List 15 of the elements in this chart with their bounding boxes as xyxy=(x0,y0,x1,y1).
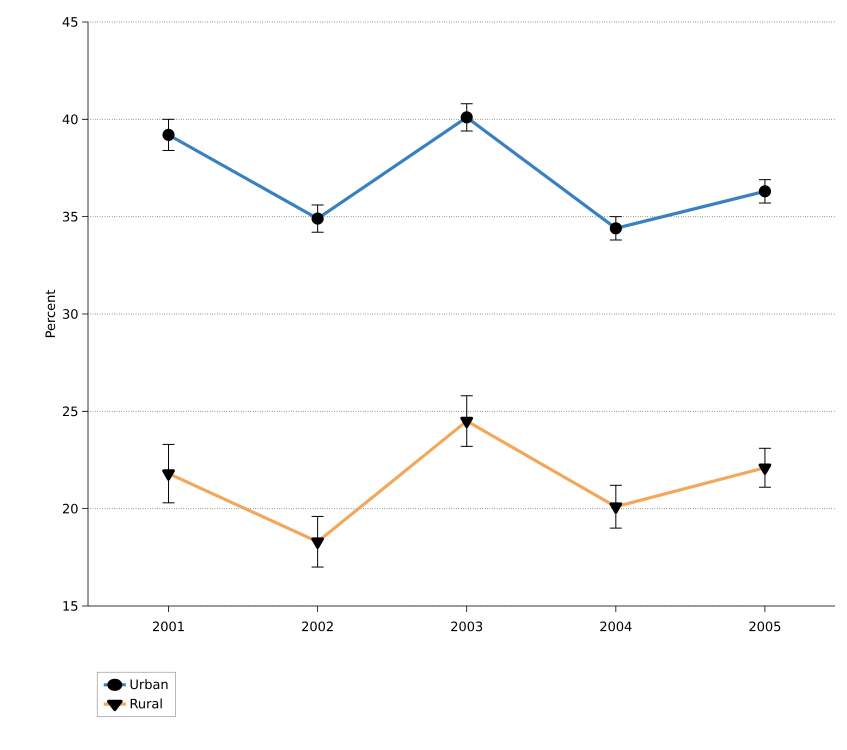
legend-label: Urban xyxy=(130,679,168,690)
legend-label: Rural xyxy=(130,698,162,708)
y-tick-label: 45 xyxy=(62,17,78,27)
x-tick-label: 2003 xyxy=(451,622,482,632)
y-tick-label: 30 xyxy=(62,309,78,319)
y-axis-title: Percent xyxy=(46,290,56,338)
x-tick-label: 2001 xyxy=(152,622,184,632)
y-tick-label: 20 xyxy=(62,504,78,514)
x-tick-label: 2004 xyxy=(600,622,632,632)
y-tick-label: 25 xyxy=(62,406,78,416)
y-tick-label: 40 xyxy=(62,114,78,124)
y-tick-label: 35 xyxy=(62,212,78,222)
x-tick-label: 2005 xyxy=(749,622,780,632)
x-tick-label: 2002 xyxy=(302,622,333,632)
y-tick-label: 15 xyxy=(63,601,78,611)
